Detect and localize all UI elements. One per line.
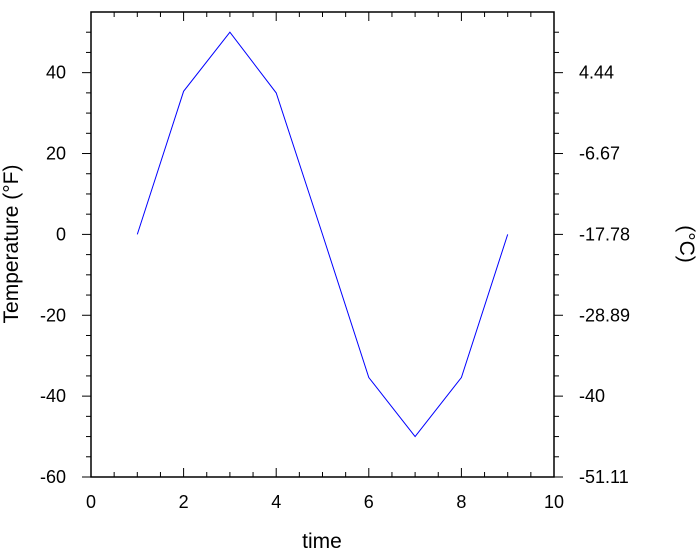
series-line (136, 31, 509, 438)
y-tick-label: -40 (40, 386, 66, 406)
y-tick-label: -60 (40, 467, 66, 487)
y-tick-label: -20 (40, 305, 66, 325)
y-right-tick-label: -28.89 (579, 305, 630, 325)
plot-frame (90, 11, 555, 478)
y-right-tick-label: 4.44 (579, 63, 614, 83)
x-tick-label: 6 (364, 492, 374, 512)
y-right-tick-label: -6.67 (579, 144, 620, 164)
x-tick-label: 4 (271, 492, 281, 512)
x-tick-label: 10 (544, 492, 564, 512)
tick-labels: 0 2 4 6 8 10 -60 -40 -20 0 20 40 -51.11 -40 -28.89 -17.… (40, 63, 630, 512)
y-right-tick-label: -51.11 (579, 467, 629, 487)
y-tick-label: 0 (56, 224, 66, 244)
series-layer (136, 31, 509, 438)
x-tick-label: 0 (86, 492, 96, 512)
x-axis-title: time (302, 530, 342, 553)
y-tick-label: 40 (46, 63, 66, 83)
y-right-tick-label: -17.78 (579, 224, 630, 244)
y-axis-right-title: (°C) (675, 225, 698, 263)
y-axis-title: Temperature (°F) (0, 165, 23, 324)
tick-marks (82, 12, 563, 478)
y-right-tick-label: -40 (579, 386, 605, 406)
x-tick-label: 8 (456, 492, 466, 512)
x-tick-label: 2 (179, 492, 189, 512)
y-tick-label: 20 (46, 144, 66, 164)
